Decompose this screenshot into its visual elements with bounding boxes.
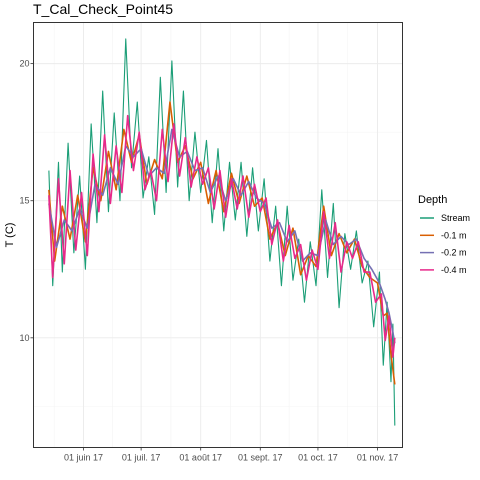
legend: Depth Stream -0.1 m -0.2 m -0.4 m <box>418 194 470 275</box>
legend-label: -0.4 m <box>441 265 467 275</box>
legend-title: Depth <box>418 194 447 206</box>
x-axis: 01 juin 17 01 juil. 17 01 août 17 01 sept. … <box>64 447 398 463</box>
y-tick-label: 20 <box>19 59 29 69</box>
x-tick-label: 01 oct. 17 <box>298 453 338 463</box>
legend-label: Stream <box>441 213 470 223</box>
series-0-4-m <box>48 114 396 358</box>
legend-label: -0.1 m <box>441 230 467 240</box>
x-tick-label: 01 nov. 17 <box>357 453 398 463</box>
x-tick-label: 01 juin 17 <box>64 453 103 463</box>
series-layer <box>48 38 396 426</box>
legend-item: Stream <box>420 213 470 223</box>
series-line <box>48 114 396 358</box>
legend-label: -0.2 m <box>441 248 467 258</box>
plot-panel <box>33 22 403 448</box>
y-tick-label: 10 <box>19 333 29 343</box>
legend-item: -0.2 m <box>420 248 467 258</box>
legend-item: -0.4 m <box>420 265 467 275</box>
plot-border <box>33 22 403 448</box>
x-tick-label: 01 juil. 17 <box>122 453 161 463</box>
chart-title: T_Cal_Check_Point45 <box>33 1 173 17</box>
y-axis-title: T (C) <box>4 223 16 248</box>
y-axis: 10 15 20 <box>19 59 34 343</box>
x-tick-label: 01 août 17 <box>179 453 222 463</box>
x-tick-label: 01 sept. 17 <box>238 453 283 463</box>
y-tick-label: 15 <box>19 196 29 206</box>
legend-item: -0.1 m <box>420 230 467 240</box>
major-gridlines <box>33 22 403 448</box>
